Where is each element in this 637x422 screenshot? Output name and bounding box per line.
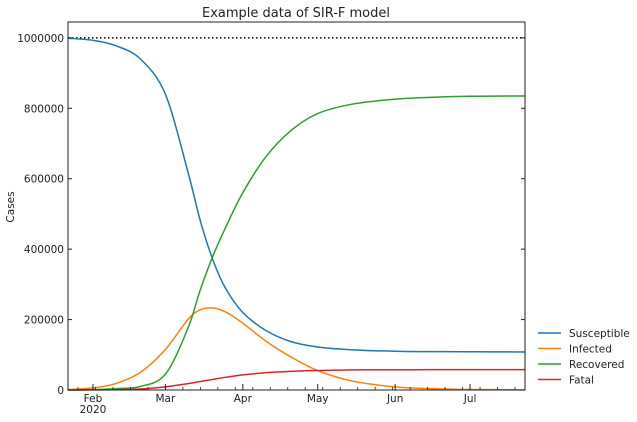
- x-tick-label: May: [307, 393, 329, 405]
- y-tick-label: 0: [57, 385, 64, 397]
- legend-label-infected: Infected: [569, 344, 612, 356]
- series-line-fatal: [67, 368, 526, 391]
- y-tick-label: 400000: [24, 244, 64, 256]
- y-tick-label: 200000: [24, 315, 64, 327]
- x-tick-label: Feb: [84, 393, 103, 405]
- x-tick-label: Jun: [386, 393, 403, 405]
- legend-label-recovered: Recovered: [569, 359, 624, 371]
- legend-label-fatal: Fatal: [569, 375, 594, 387]
- series-line-recovered: [67, 95, 526, 391]
- y-tick-label: 800000: [24, 103, 64, 115]
- chart-title: Example data of SIR-F model: [202, 6, 390, 21]
- x-tick-label: Apr: [234, 393, 253, 405]
- series-line-susceptible: [67, 37, 526, 353]
- plot-frame: [67, 21, 526, 391]
- y-tick-label: 600000: [24, 174, 64, 186]
- series-line-infected: [67, 307, 526, 391]
- y-axis-label: Cases: [5, 191, 17, 222]
- x-tick-label: Mar: [155, 393, 175, 405]
- x-tick-sublabel: 2020: [80, 404, 107, 416]
- y-tick-label: 1000000: [17, 33, 64, 45]
- legend: Susceptible Infected Recovered Fatal: [538, 328, 630, 387]
- x-tick-label: Jul: [463, 393, 477, 405]
- legend-label-susceptible: Susceptible: [569, 328, 630, 340]
